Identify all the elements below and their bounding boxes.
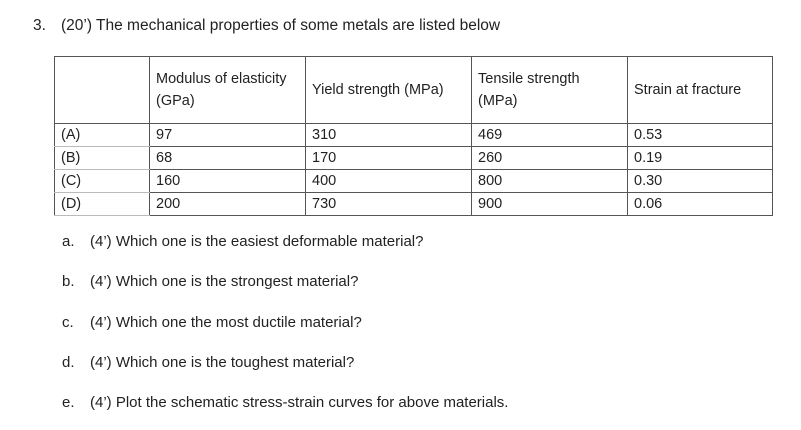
table-row: (B) 68 170 260 0.19 [54, 146, 773, 170]
cell: 0.06 [627, 192, 773, 216]
header-row: Modulus of elasticity (GPa) Yield strengt… [54, 56, 773, 124]
cell: 0.53 [627, 123, 773, 147]
table-row: (C) 160 400 800 0.30 [54, 169, 773, 193]
column-header [54, 56, 150, 124]
column-header: Strain at fracture [627, 56, 773, 124]
cell: 97 [149, 123, 306, 147]
row-label: (D) [54, 192, 150, 216]
cell: 800 [471, 169, 628, 193]
cell: 310 [305, 123, 472, 147]
row-label: (A) [54, 123, 150, 147]
heading-title: (20’) The mechanical properties of some … [61, 17, 501, 34]
column-header: Tensile strength (MPa) [471, 56, 628, 124]
question-text: (4’) Which one is the easiest deformable… [90, 233, 424, 250]
question: b. (4’) Which one is the strongest materi… [62, 273, 358, 290]
question-text: (4’) Which one is the toughest material? [90, 353, 355, 371]
cell: 0.30 [627, 169, 773, 193]
column-header: Modulus of elasticity (GPa) [149, 56, 306, 124]
question: c. (4’) Which one the most ductile materi… [62, 314, 362, 331]
cell: 200 [149, 192, 306, 216]
question-label: e. [62, 394, 75, 412]
cell: 469 [471, 123, 628, 147]
row-label: (C) [54, 169, 150, 193]
row-label: (B) [54, 146, 150, 170]
cell: 260 [471, 146, 628, 170]
cell: 170 [305, 146, 472, 170]
heading-number: 3. [33, 17, 46, 34]
question-label: a. [62, 233, 75, 250]
properties-table: Modulus of elasticity (GPa) Yield strengt… [54, 56, 773, 216]
question: d. (4’) Which one is the toughest materia… [62, 354, 354, 371]
cell: 0.19 [627, 146, 773, 170]
column-header: Yield strength (MPa) [305, 56, 472, 124]
cell: 730 [305, 192, 472, 216]
question-text: (4’) Plot the schematic stress-strain cu… [90, 394, 509, 412]
question-label: c. [62, 313, 74, 331]
question: a. (4’) Which one is the easiest deformab… [62, 233, 424, 250]
cell: 900 [471, 192, 628, 216]
heading: 3. (20’) The mechanical properties of som… [33, 17, 500, 35]
table-row: (A) 97 310 469 0.53 [54, 123, 773, 147]
question: e. (4’) Plot the schematic stress-strain … [62, 394, 508, 411]
question-text: (4’) Which one is the strongest material… [90, 273, 359, 291]
cell: 160 [149, 169, 306, 193]
cell: 400 [305, 169, 472, 193]
cell: 68 [149, 146, 306, 170]
question-label: d. [62, 353, 75, 371]
table-row: (D) 200 730 900 0.06 [54, 192, 773, 216]
question-text: (4’) Which one the most ductile material… [90, 313, 362, 331]
question-label: b. [62, 273, 75, 291]
